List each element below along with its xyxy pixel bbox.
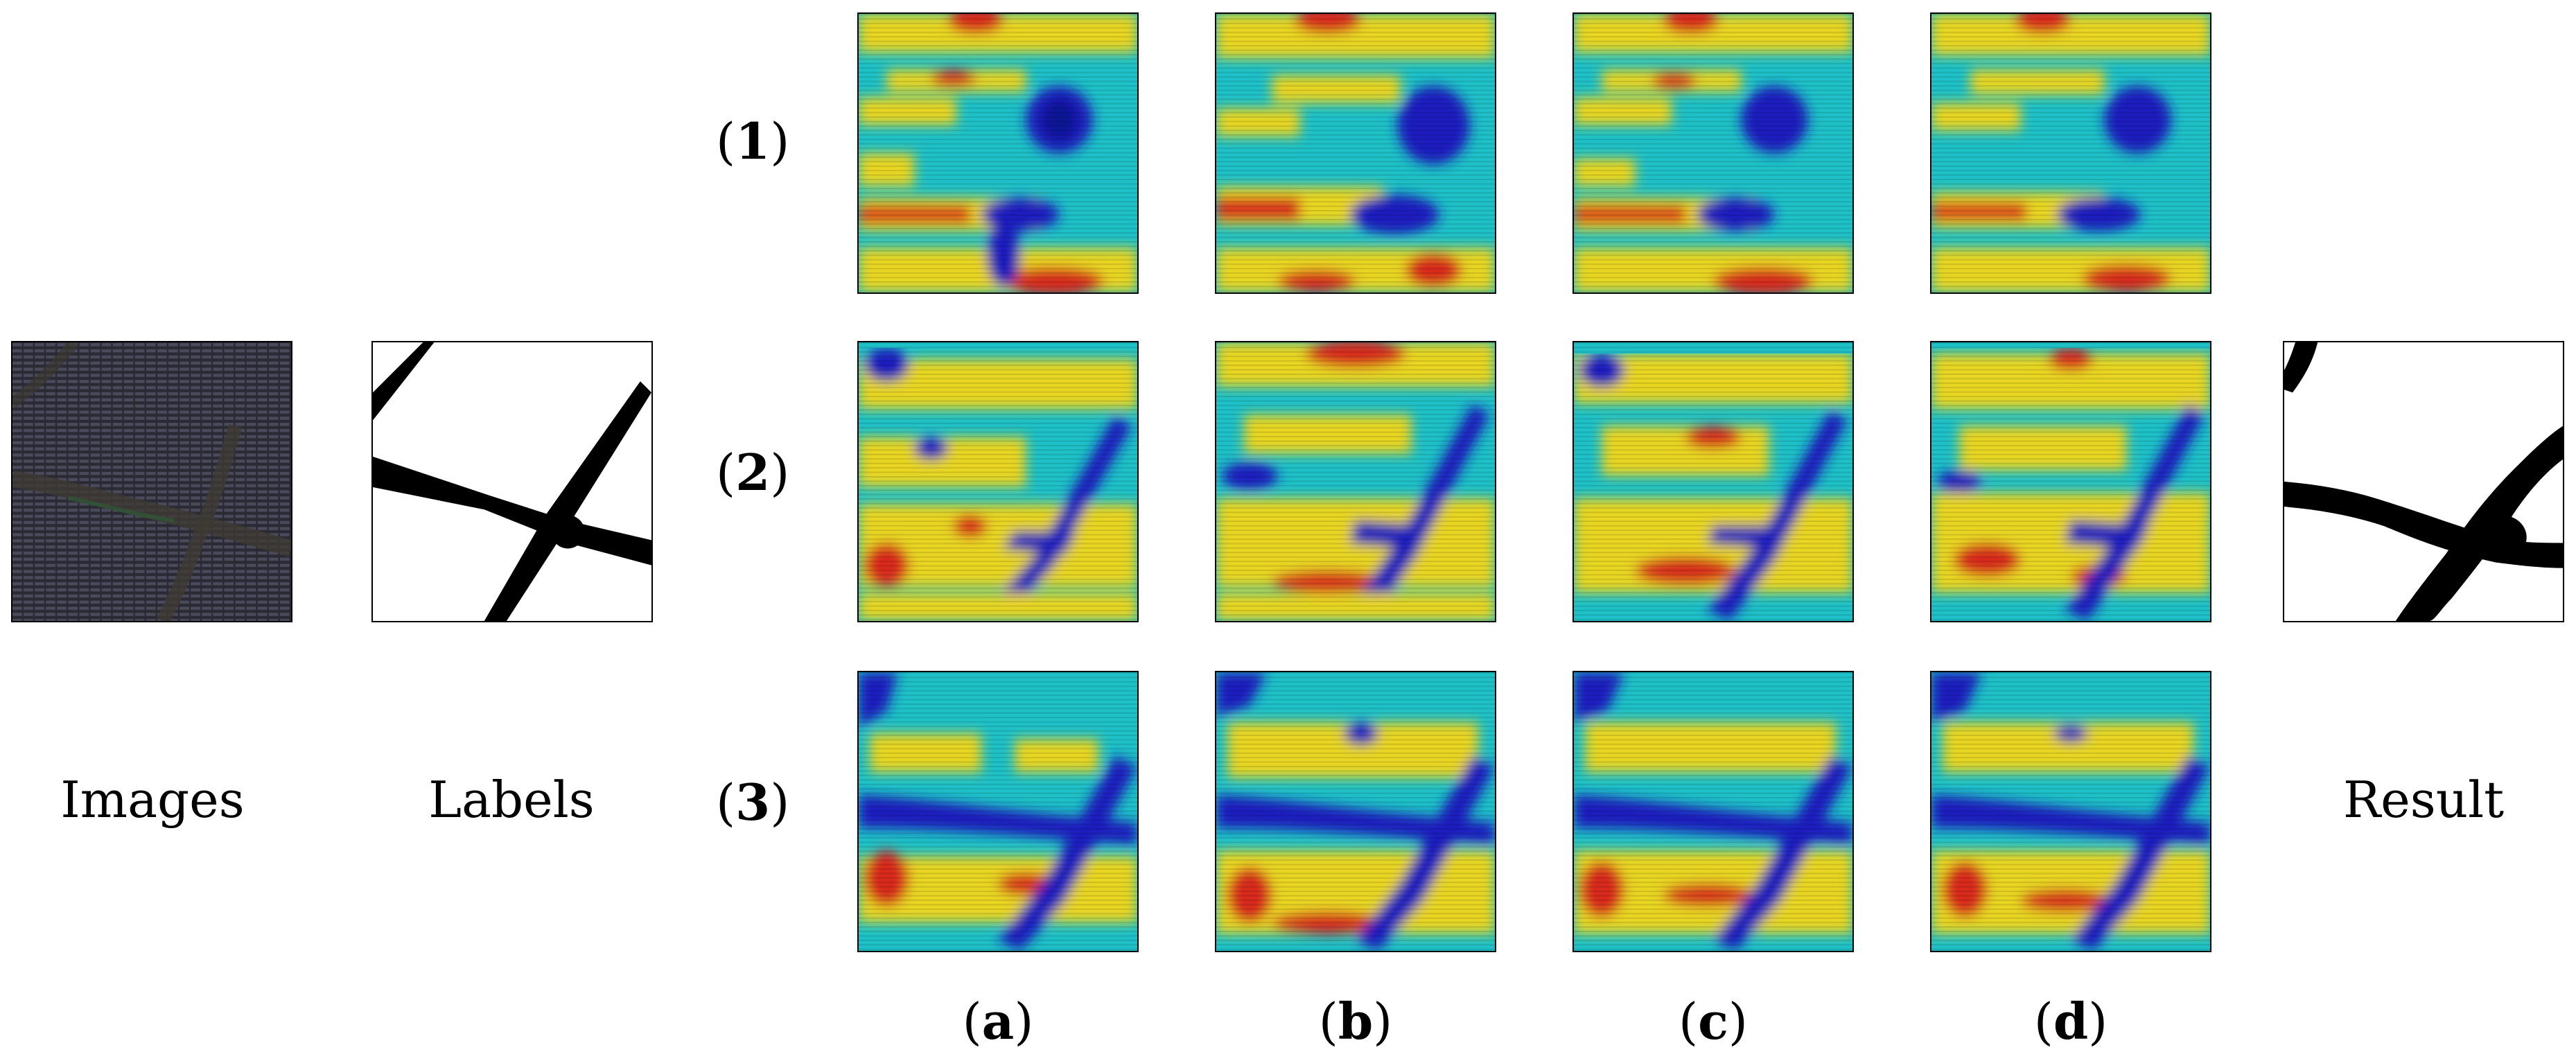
ground-truth-label-image bbox=[371, 341, 653, 622]
panel-label-d-letter: d bbox=[2053, 992, 2089, 1051]
row-label-1-number: 1 bbox=[735, 112, 771, 170]
panel-label-b: (b) bbox=[1318, 992, 1393, 1051]
input-aerial-image bbox=[11, 341, 292, 622]
heatmap-row2-a bbox=[857, 341, 1139, 622]
heatmap-row2-b bbox=[1215, 341, 1496, 622]
panel-label-c: (c) bbox=[1678, 992, 1749, 1051]
row-label-2-number: 2 bbox=[735, 443, 771, 502]
heatmap-row1-d bbox=[1930, 12, 2211, 294]
panel-label-d: (d) bbox=[2033, 992, 2108, 1051]
heatmap-row1-b bbox=[1215, 12, 1496, 294]
row-label-3: (3) bbox=[716, 773, 790, 832]
heatmap-row3-b bbox=[1215, 671, 1496, 952]
panel-label-b-letter: b bbox=[1338, 992, 1374, 1051]
labels-column-label: Labels bbox=[428, 771, 595, 829]
panel-label-a-letter: a bbox=[981, 992, 1015, 1051]
result-column-label: Result bbox=[2342, 771, 2505, 829]
images-column-label: Images bbox=[60, 771, 245, 829]
heatmap-row2-d bbox=[1930, 341, 2211, 622]
heatmap-row3-a bbox=[857, 671, 1139, 952]
panel-label-c-letter: c bbox=[1698, 992, 1728, 1051]
result-segmentation-image bbox=[2283, 341, 2564, 622]
heatmap-row3-d bbox=[1930, 671, 2211, 952]
panel-label-a: (a) bbox=[962, 992, 1034, 1051]
row-label-2: (2) bbox=[716, 443, 790, 502]
heatmap-row1-c bbox=[1572, 12, 1854, 294]
row-label-3-number: 3 bbox=[735, 773, 771, 832]
heatmap-row2-c bbox=[1572, 341, 1854, 622]
heatmap-row1-a bbox=[857, 12, 1139, 294]
heatmap-row3-c bbox=[1572, 671, 1854, 952]
row-label-1: (1) bbox=[716, 112, 790, 170]
